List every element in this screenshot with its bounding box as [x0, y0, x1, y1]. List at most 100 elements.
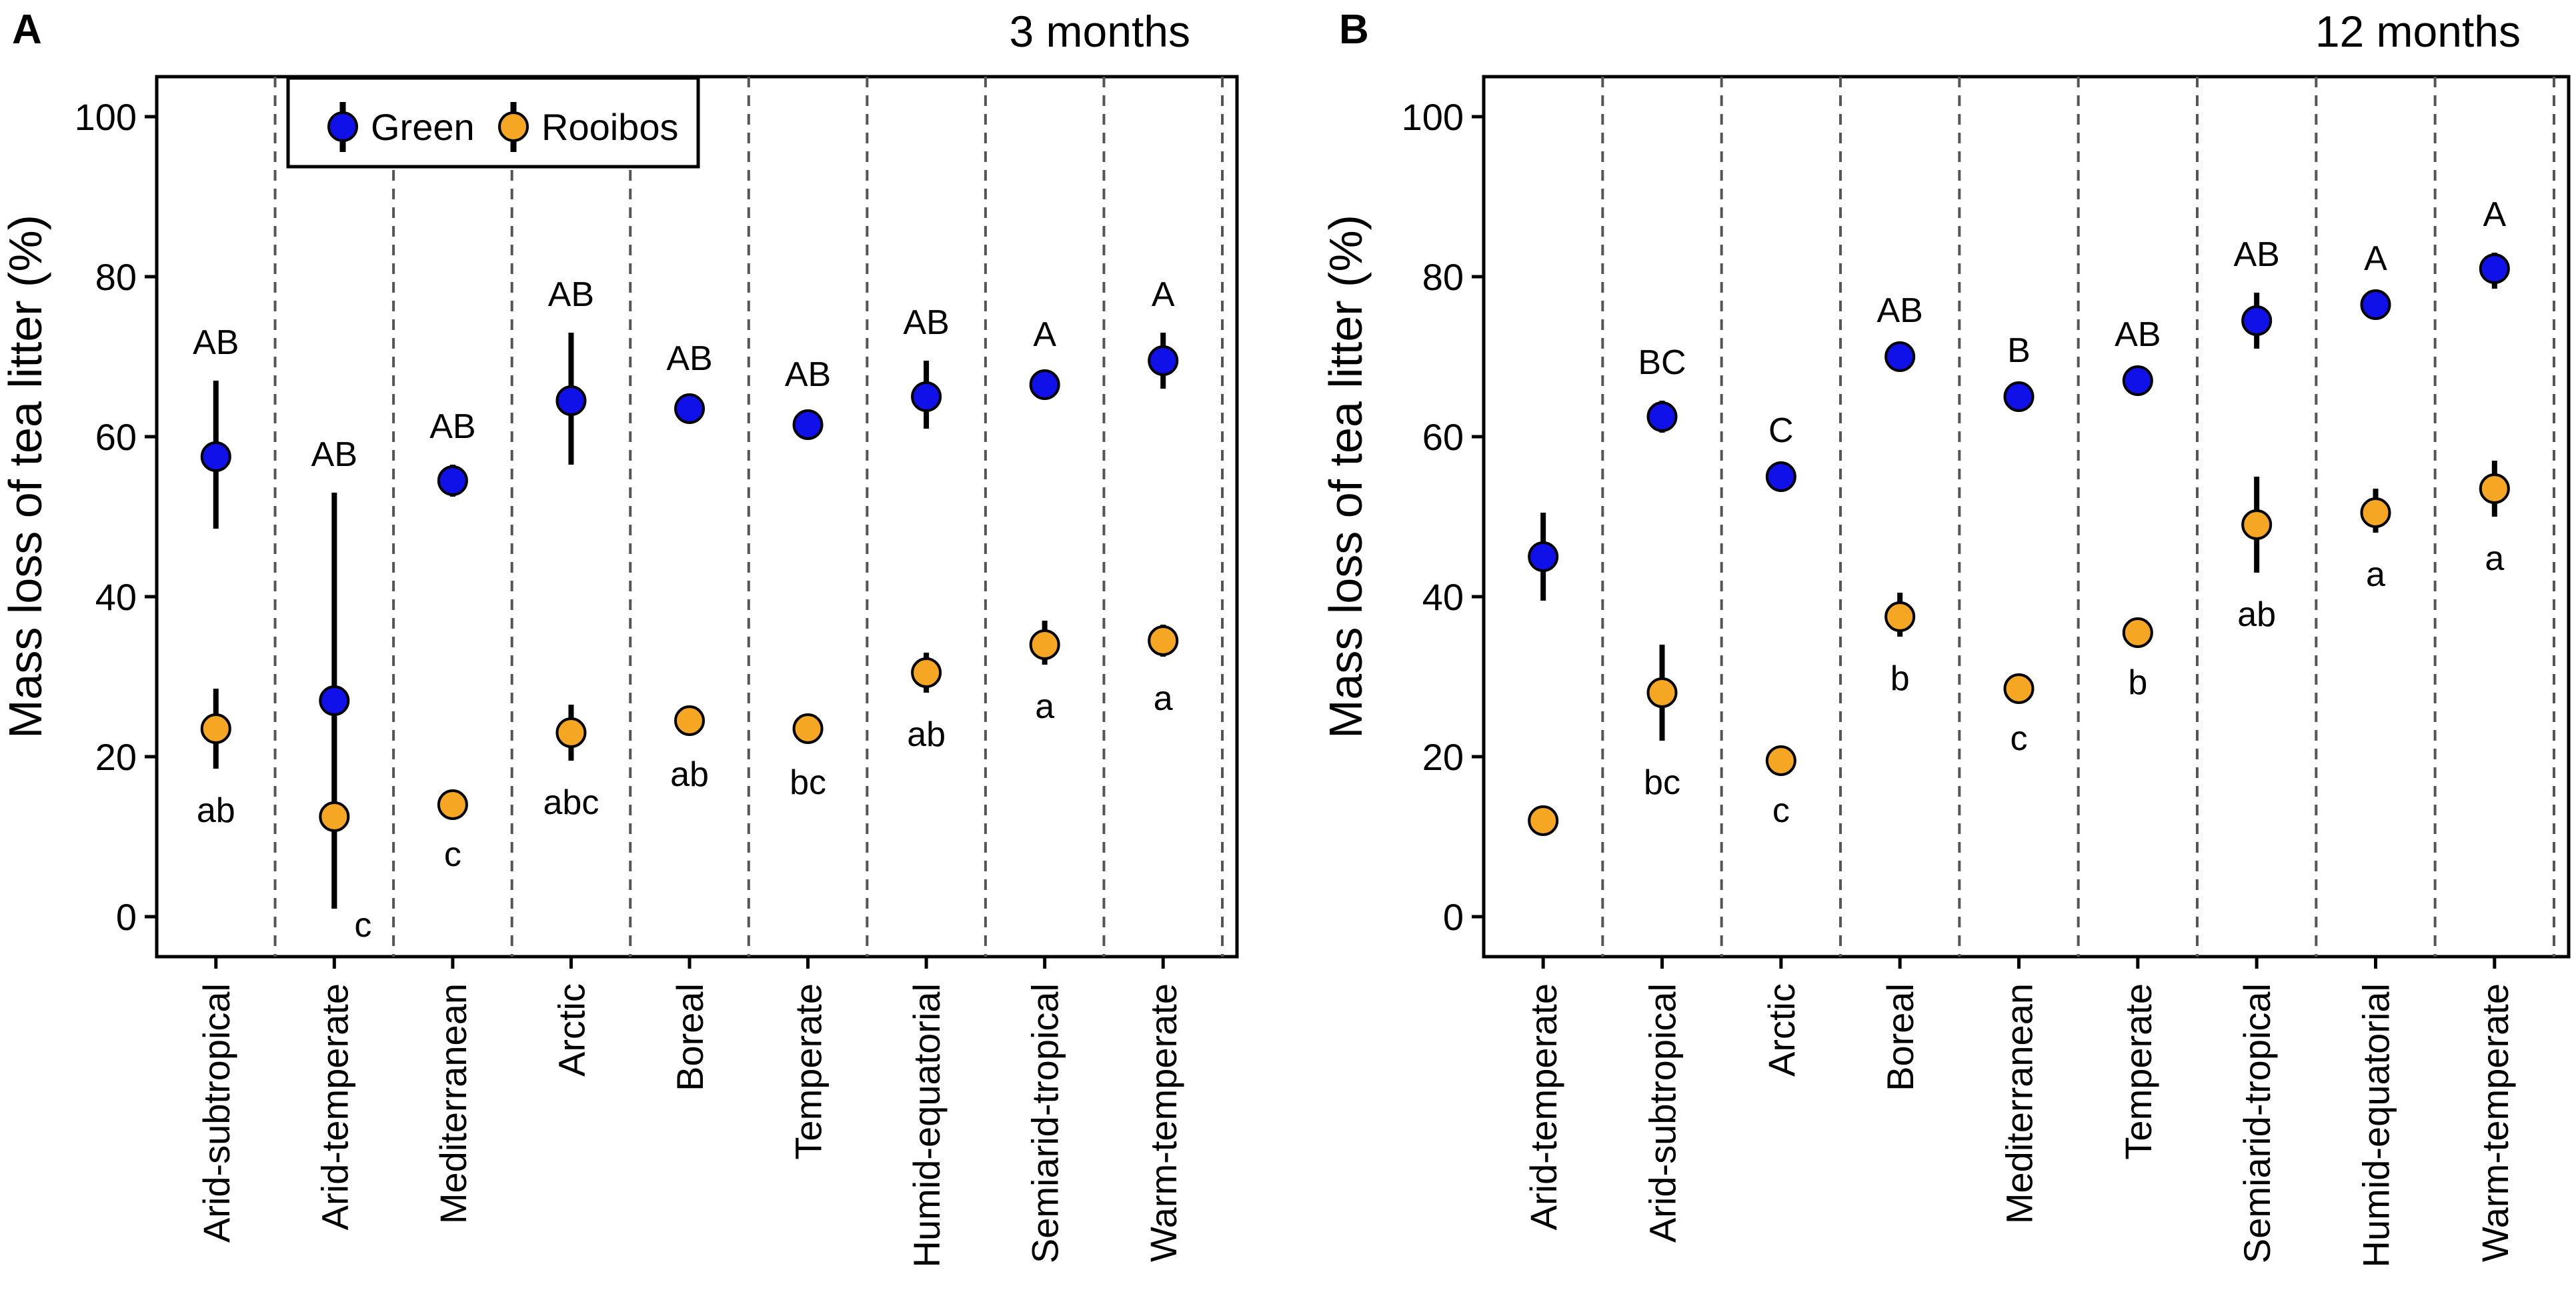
- panel-b-rooibos-point: [1528, 805, 1559, 836]
- panel-a-rooibos-point: [555, 717, 587, 748]
- panel-a-green-letter: AB: [311, 435, 357, 474]
- panel-b-y-tick-label: 60: [1422, 416, 1464, 458]
- panel-a-y-tick-label: 0: [116, 896, 137, 938]
- panel-a-title: 3 months: [1010, 7, 1190, 56]
- panel-a-green-point: [1148, 345, 1179, 376]
- panel-b-green-point: [2360, 289, 2391, 320]
- panel-b-rooibos-letter: b: [1890, 659, 1910, 698]
- panel-a-rooibos-point: [319, 801, 350, 832]
- panel-a-y-tick-label: 40: [95, 576, 137, 618]
- panel-b-rooibos-point: [1765, 745, 1796, 776]
- panel-b-y-tick-label: 0: [1443, 896, 1464, 938]
- legend-rooibos-marker: [498, 111, 529, 142]
- panel-a-x-tick-label: Arctic: [550, 983, 592, 1077]
- panel-a-x-tick-label: Humid-equatorial: [906, 983, 948, 1267]
- panel-a-green-point: [911, 381, 942, 412]
- panel-b-green-letter: A: [2364, 239, 2387, 278]
- panel-b-green-letter: A: [2483, 195, 2506, 234]
- panel-b-x-tick-label: Humid-equatorial: [2355, 983, 2397, 1267]
- panel-a-green-point: [555, 385, 587, 416]
- panel-b-green-point: [1646, 401, 1678, 432]
- panel-b-rooibos-letter: a: [2366, 555, 2385, 594]
- panel-a-x-tick-label: Boreal: [669, 983, 711, 1091]
- panel-a-x-tick-label: Semiarid-tropical: [1024, 983, 1066, 1263]
- panel-b-rooibos-point: [2122, 617, 2153, 648]
- panel-a-y-axis-label: Mass loss of tea litter (%): [0, 215, 51, 739]
- panel-a-green-point: [319, 685, 350, 716]
- panel-b-x-tick-label: Semiarid-tropical: [2236, 983, 2278, 1263]
- panel-b-green-letter: C: [1768, 411, 1794, 450]
- panel-b-green-point: [1884, 341, 1916, 372]
- panel-a-x-tick-label: Mediterranean: [432, 983, 474, 1224]
- panel-a-green-letter: AB: [429, 407, 475, 446]
- panel-a-rooibos-letter: c: [354, 906, 371, 945]
- panel-b-rooibos-letter: a: [2485, 539, 2504, 578]
- panel-b-plot-border: [1482, 75, 2571, 959]
- panel-a-green-point: [792, 409, 824, 440]
- panel-b-rooibos-point: [2003, 673, 2035, 704]
- panel-b-rooibos-point: [2360, 497, 2391, 528]
- panel-a-rooibos-letter: abc: [543, 783, 599, 822]
- legend-green-marker: [327, 111, 358, 142]
- panel-a-y-tick-label: 100: [75, 96, 137, 138]
- panel-a-rooibos-letter: a: [1035, 687, 1054, 726]
- panel-b-y-ticks: 0 20 40 60 80 100: [1402, 96, 1484, 938]
- panel-b-rooibos-letter: c: [1772, 791, 1790, 830]
- panel-b-green-letter: AB: [2115, 315, 2161, 354]
- panel-a-rooibos-letter: ab: [907, 715, 946, 754]
- panel-a-green-letter: AB: [666, 339, 712, 378]
- panel-a-green-letter: AB: [548, 275, 594, 314]
- panel-b-green-point: [2241, 305, 2273, 336]
- panel-b-x-tick-label: Arid-subtropical: [1642, 983, 1684, 1243]
- panel-a-y-tick-label: 20: [95, 736, 137, 778]
- panel-a-rooibos-point: [200, 713, 231, 744]
- panel-b-y-tick-label: 100: [1402, 96, 1464, 138]
- legend-rooibos-label: Rooibos: [541, 106, 678, 148]
- panel-b-green-letter: AB: [2233, 235, 2279, 274]
- panel-b-rooibos-point: [2241, 509, 2273, 540]
- panel-a-rooibos-point: [792, 713, 824, 744]
- panel-b: B 12 months Mass loss of tea litter (%) …: [1320, 7, 2571, 1267]
- legend: Green Rooibos: [286, 76, 700, 169]
- panel-a-grid: [273, 77, 1224, 957]
- panel-a-green-letter: AB: [903, 303, 949, 342]
- panel-b-green-point: [1528, 541, 1559, 572]
- panel-a-rooibos-point: [437, 789, 468, 820]
- panel-b-x-tick-label: Boreal: [1879, 983, 1921, 1091]
- panel-b-green-point: [2003, 381, 2035, 412]
- panel-a-rooibos-letter: ab: [197, 791, 235, 830]
- panel-label-a: A: [12, 7, 42, 53]
- panel-b-x-tick-label: Arctic: [1760, 983, 1802, 1077]
- panel-b-x-ticks: Arid-temperate Arid-subtropical Arctic Bore…: [1522, 957, 2516, 1267]
- panel-a-rooibos-point: [911, 657, 942, 688]
- panel-b-x-tick-label: Mediterranean: [1999, 983, 2041, 1224]
- panel-b-rooibos-letter: c: [2011, 719, 2028, 758]
- panel-b-y-tick-label: 80: [1422, 256, 1464, 298]
- panel-a-plot-border: [155, 75, 1239, 959]
- panel-a-y-ticks: 0 20 40 60 80 100: [75, 96, 157, 938]
- panel-a-green-letter: A: [1152, 275, 1175, 314]
- panel-b-green-letter: B: [2007, 331, 2031, 370]
- panel-b-rooibos-point: [1884, 601, 1916, 632]
- panel-a-x-tick-label: Temperate: [788, 983, 830, 1160]
- panel-b-rooibos-letter: b: [2128, 663, 2147, 702]
- panel-b-rooibos-point: [2479, 473, 2510, 504]
- panel-b-x-tick-label: Temperate: [2117, 983, 2159, 1160]
- panel-b-green-letter: AB: [1876, 291, 1922, 330]
- panel-b-y-tick-label: 20: [1422, 736, 1464, 778]
- panel-b-y-tick-label: 40: [1422, 576, 1464, 618]
- panel-b-title: 12 months: [2315, 7, 2521, 56]
- panel-b-rooibos-point: [1646, 677, 1678, 708]
- panel-b-green-letter: BC: [1638, 343, 1686, 382]
- panel-a-green-point: [674, 393, 705, 424]
- panel-a-rooibos-letter: a: [1154, 679, 1173, 718]
- panel-a-green-letter: A: [1033, 315, 1056, 354]
- panel-b-rooibos-letter: ab: [2237, 595, 2276, 634]
- panel-b-x-tick-label: Warm-temperate: [2474, 983, 2516, 1262]
- panel-a-green-letter: AB: [785, 355, 831, 394]
- panel-label-b: B: [1339, 7, 1369, 53]
- panel-a-x-ticks: Arid-subtropical Arid-temperate Mediterran…: [195, 957, 1184, 1267]
- panel-b-green-point: [2479, 253, 2510, 284]
